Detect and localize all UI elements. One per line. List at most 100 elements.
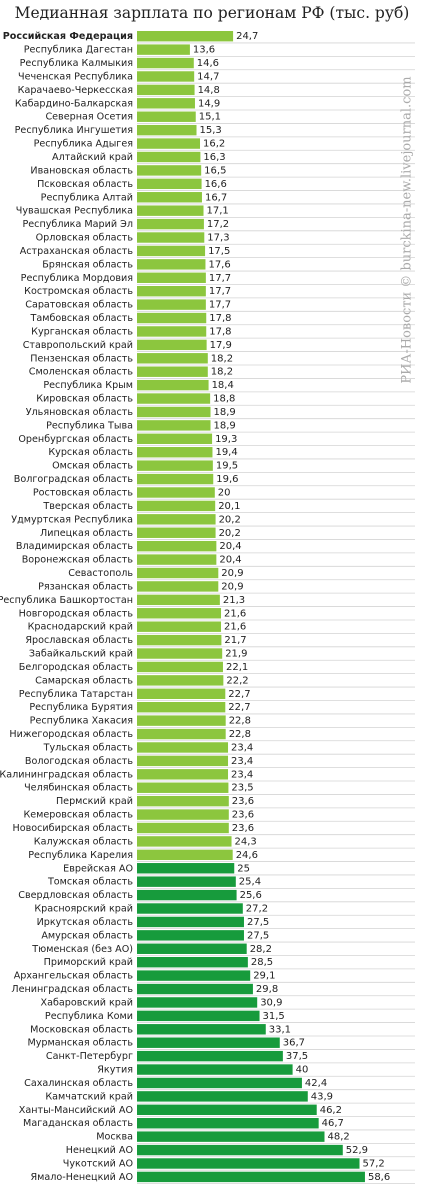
category-label: Томская область: [47, 877, 133, 888]
bar: [137, 715, 226, 726]
value-label: 21,3: [223, 595, 245, 606]
category-label: Амурская область: [41, 930, 133, 941]
value-label: 20,1: [218, 501, 240, 512]
category-label: Приморский край: [44, 957, 133, 968]
category-label: Вологодская область: [25, 756, 133, 767]
bar: [137, 742, 229, 753]
value-label: 23,6: [232, 796, 254, 807]
value-label: 22,8: [229, 729, 251, 740]
category-label: Республика Крым: [43, 380, 133, 391]
bar: [137, 930, 244, 941]
bar: [137, 889, 237, 901]
value-label: 14,7: [197, 71, 219, 82]
bar: [137, 956, 248, 968]
value-label: 18,9: [214, 407, 236, 418]
bar: [137, 71, 195, 82]
value-label: 17,2: [207, 219, 229, 230]
value-label: 27,5: [247, 917, 269, 928]
bar: [137, 487, 215, 498]
bar: [137, 1077, 302, 1089]
bar: [137, 1144, 343, 1156]
value-label: 37,5: [286, 1051, 308, 1062]
category-label: Калининградская область: [0, 769, 133, 780]
bar: [137, 581, 219, 592]
value-label: 17,6: [208, 259, 230, 270]
category-label: Белгородская область: [19, 662, 134, 673]
value-label: 24,7: [236, 31, 258, 42]
value-label: 14,8: [198, 85, 220, 96]
bar: [137, 218, 204, 230]
value-label: 23,6: [232, 823, 254, 834]
bar: [137, 98, 195, 109]
category-label: Костромская область: [24, 286, 133, 297]
bar: [137, 661, 223, 673]
value-label: 16,3: [203, 152, 225, 163]
bar: [137, 702, 226, 713]
value-label: 17,9: [210, 340, 232, 351]
bar: [137, 353, 208, 364]
bar: [137, 31, 234, 42]
value-label: 22,8: [229, 716, 251, 727]
category-label: Саратовская область: [25, 300, 133, 311]
bar: [137, 1091, 308, 1102]
bar: [137, 124, 197, 136]
bar: [137, 621, 222, 632]
category-label: Чукотский АО: [63, 1158, 134, 1169]
value-label: 22,2: [226, 675, 248, 686]
value-label: 15,1: [199, 112, 221, 123]
category-label: Нижегородская область: [9, 729, 133, 740]
value-label: 17,7: [209, 300, 231, 311]
category-label: Ростовская область: [33, 487, 133, 498]
value-label: 15,3: [200, 125, 222, 136]
bar: [137, 460, 213, 471]
bar: [137, 366, 208, 377]
value-label: 17,1: [207, 206, 229, 217]
value-label: 42,4: [305, 1078, 327, 1089]
value-label: 18,8: [213, 394, 235, 405]
value-label: 19,6: [216, 474, 238, 485]
category-label: Ульяновская область: [26, 407, 134, 418]
value-label: 14,6: [197, 58, 219, 69]
category-label: Астраханская область: [20, 246, 134, 257]
bar: [137, 769, 229, 780]
bar: [137, 849, 233, 861]
bar: [137, 688, 226, 699]
value-label: 20,9: [221, 581, 243, 592]
category-label: Республика Калмыкия: [20, 58, 133, 69]
bar: [137, 245, 206, 257]
value-label: 27,2: [246, 904, 268, 915]
value-label: 27,5: [247, 930, 269, 941]
value-label: 17,5: [208, 246, 230, 257]
value-label: 25: [237, 863, 250, 874]
category-label: Ивановская область: [30, 165, 133, 176]
bar: [137, 57, 194, 69]
value-label: 23,4: [231, 756, 253, 767]
category-label: Ненецкий АО: [66, 1145, 134, 1156]
value-label: 22,7: [228, 689, 250, 700]
value-label: 21,6: [224, 622, 246, 633]
value-label: 16,5: [204, 165, 226, 176]
bar: [137, 728, 226, 740]
bar: [137, 339, 207, 351]
bar: [137, 406, 211, 418]
category-label: Республика Коми: [45, 1011, 133, 1022]
value-label: 16,2: [203, 139, 225, 150]
category-label: Волгоградская область: [14, 474, 134, 485]
bar: [137, 863, 235, 874]
value-label: 17,7: [209, 286, 231, 297]
value-label: 23,4: [231, 742, 253, 753]
bar: [137, 312, 207, 324]
value-label: 18,4: [212, 380, 234, 391]
bar: [137, 420, 211, 431]
category-label: Ленинградская область: [11, 984, 133, 995]
category-label: Владимирская область: [16, 541, 133, 552]
category-label: Смоленская область: [29, 367, 134, 378]
value-label: 31,5: [263, 1011, 285, 1022]
bar: [137, 916, 244, 928]
category-label: Краснодарский край: [28, 622, 133, 633]
category-label: Курская область: [48, 447, 133, 458]
value-label: 23,4: [231, 769, 253, 780]
category-label: Ставропольский край: [23, 340, 133, 351]
bar: [137, 433, 213, 445]
category-label: Республика Хакасия: [30, 716, 133, 727]
